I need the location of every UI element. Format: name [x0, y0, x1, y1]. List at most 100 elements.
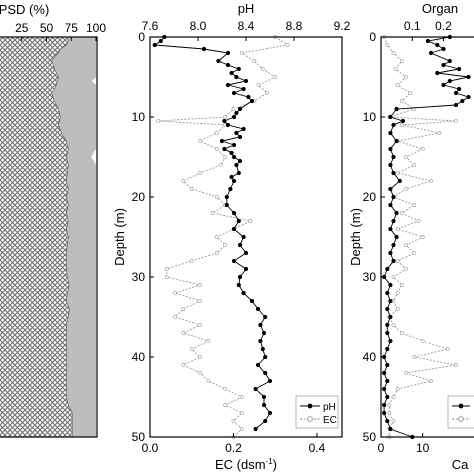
ph-point — [249, 98, 255, 104]
ec-point — [164, 267, 169, 271]
ph-ec-ticks: 7.6 8.0 8.4 8.8 9.2 0.0 0.2 0.4 0 10 20 30 40 50 — [132, 19, 351, 455]
ph-point — [231, 154, 237, 160]
ph-point — [231, 90, 237, 96]
ph-point — [229, 70, 234, 76]
organic-point — [391, 242, 396, 248]
organic-point — [460, 98, 465, 104]
ph-ec-frame — [149, 36, 343, 438]
ph-point — [231, 178, 237, 184]
ca-point — [454, 363, 458, 367]
organic-point — [385, 346, 390, 352]
organic-point — [388, 282, 393, 288]
ec-point — [173, 291, 177, 295]
legend-ec-marker — [307, 416, 313, 422]
organic-point — [388, 426, 393, 432]
ph-tick-label: 8.0 — [190, 19, 207, 33]
ec-point — [164, 275, 169, 279]
ph-point — [237, 106, 243, 112]
ca-point — [416, 219, 421, 223]
organic-point — [457, 86, 462, 92]
ec-point — [189, 187, 194, 191]
ph-point — [231, 258, 237, 264]
organic-point — [385, 330, 390, 336]
ph-point — [231, 142, 237, 148]
ph-tick-label: 7.6 — [142, 19, 159, 33]
ca-point — [399, 331, 404, 335]
ca-tick-label: 10 — [416, 441, 430, 455]
ph-point — [261, 394, 267, 400]
organic-point — [466, 94, 471, 100]
ec-point — [214, 131, 219, 135]
ec-point — [198, 299, 203, 303]
organic-point — [391, 154, 396, 160]
ph-ec-series — [152, 34, 290, 439]
ph-point — [222, 118, 227, 124]
ph-point — [263, 418, 268, 424]
ec-point — [198, 171, 203, 175]
ca-point — [399, 211, 404, 215]
ph-point — [236, 282, 241, 288]
ec-point — [181, 331, 186, 335]
ca-point — [399, 283, 404, 287]
ca-point — [391, 275, 396, 279]
ca-point — [385, 43, 390, 47]
ec-point — [156, 119, 161, 123]
ph-point — [258, 338, 263, 344]
ec-point — [189, 347, 194, 351]
organic-point — [435, 70, 440, 76]
organic-point — [466, 74, 471, 80]
ph-point — [267, 410, 273, 416]
ph-point — [236, 170, 241, 176]
ec-tick-label: 0.4 — [309, 441, 326, 455]
ca-line — [383, 36, 457, 437]
depth-tick-label-2: 40 — [363, 350, 377, 364]
organic-point — [388, 202, 393, 208]
ph-point — [236, 66, 241, 72]
organic-point — [394, 210, 399, 216]
ph-point — [260, 346, 265, 352]
ec-point — [198, 323, 203, 327]
organic-point — [385, 418, 390, 424]
ca-point — [420, 147, 425, 151]
organic-point — [391, 122, 396, 128]
ph-point — [261, 402, 267, 408]
legend-box — [295, 395, 339, 429]
ph-point — [263, 370, 268, 376]
ph-point — [237, 134, 243, 140]
organic-point — [425, 38, 431, 44]
ca-point — [420, 339, 425, 343]
organic-point — [388, 130, 393, 136]
ph-point — [246, 94, 251, 100]
organic-tick-label: 0.2 — [435, 19, 452, 33]
organic-point — [385, 322, 390, 328]
ec-point — [239, 51, 244, 55]
ph-point — [243, 250, 249, 256]
ec-tick-label: 0.2 — [225, 441, 242, 455]
organic-point — [400, 118, 406, 124]
ph-point — [225, 82, 231, 88]
ec-point — [181, 307, 186, 311]
ca-point — [404, 371, 408, 375]
ph-point — [241, 126, 246, 132]
legend-fragment — [447, 395, 474, 429]
ph-point — [201, 46, 207, 52]
ec-point — [210, 211, 215, 215]
ec-line — [158, 36, 289, 438]
organic-point — [388, 338, 393, 344]
ph-point — [234, 162, 239, 168]
organic-point — [428, 50, 434, 56]
depth-tick-label-2: 50 — [363, 430, 377, 444]
ca-point — [429, 379, 433, 383]
organic-axis-label: Organ — [422, 1, 458, 16]
ca-point — [395, 387, 400, 391]
ca-point — [404, 267, 408, 271]
ph-point — [234, 130, 239, 136]
organic-point — [441, 82, 446, 88]
depth-tick-label: 20 — [132, 190, 146, 204]
ca-point — [391, 419, 396, 423]
ph-point — [263, 314, 268, 320]
ca-point — [445, 347, 450, 351]
psd-ticks: 25 50 75 100 — [15, 21, 106, 41]
ec-point — [214, 251, 219, 255]
ph-point — [243, 266, 249, 272]
